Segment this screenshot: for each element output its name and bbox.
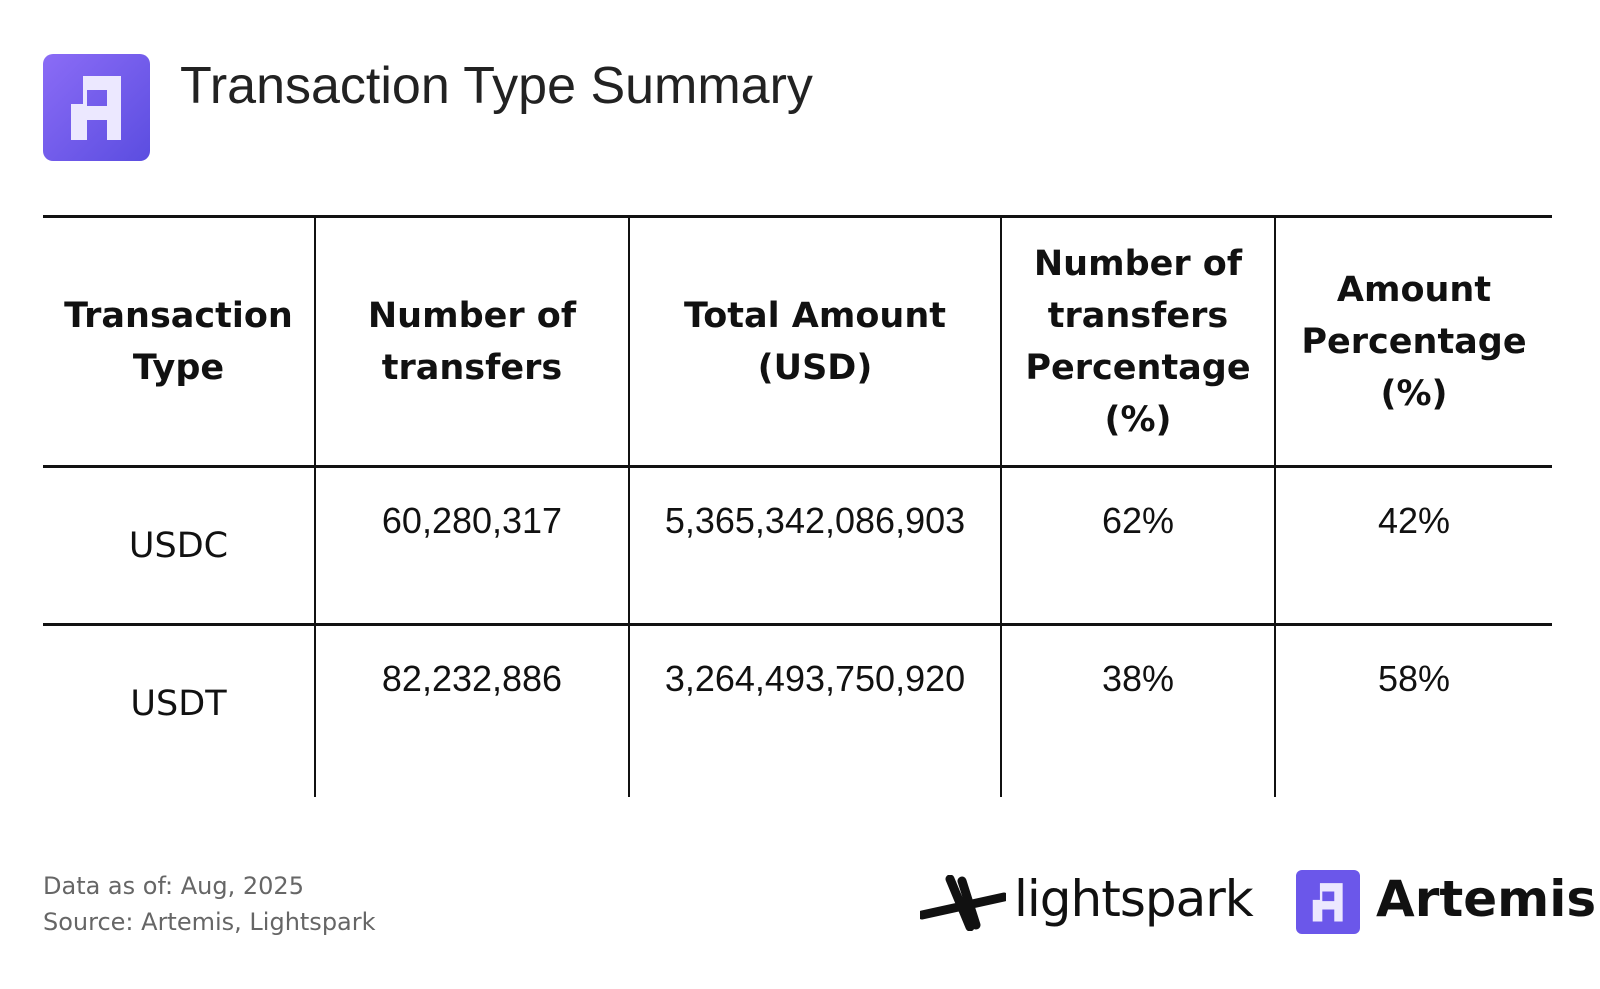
cell: 58% (1274, 624, 1552, 797)
lightspark-brand: lightspark (1014, 870, 1254, 928)
cell: 38% (1000, 624, 1276, 797)
cell: USDT (43, 624, 316, 797)
header-cell: Number of transfers Percentage (%) (1000, 216, 1276, 467)
cell: 60,280,317 (314, 466, 630, 625)
row: USDT 82,232,886 3,264,493,750,920 38% 58… (43, 624, 1552, 797)
artemis-logo (43, 54, 150, 161)
cell: 3,264,493,750,920 (628, 624, 1002, 797)
lightspark-mark (920, 875, 1006, 931)
cell: USDC (43, 466, 316, 625)
row: USDC 60,280,317 5,365,342,086,903 62% 42… (43, 466, 1552, 625)
artemis-brand: Artemis (1376, 870, 1597, 928)
cell: 5,365,342,086,903 (628, 466, 1002, 625)
artemis-small-logo (1296, 870, 1360, 934)
title: Transaction Type Summary (180, 57, 813, 115)
summary-table: Transaction Type Number of transfers Tot… (43, 215, 1552, 797)
cell: 42% (1274, 466, 1552, 625)
header-cell: Total Amount (USD) (628, 216, 1002, 467)
date-note: Data as of: Aug, 2025 (43, 872, 304, 900)
source-note: Source: Artemis, Lightspark (43, 908, 376, 936)
cell: 62% (1000, 466, 1276, 625)
header-cell: Transaction Type (43, 216, 316, 467)
header-row: Transaction Type Number of transfers Tot… (43, 216, 1552, 467)
cell: 82,232,886 (314, 624, 630, 797)
header-cell: Number of transfers (314, 216, 630, 467)
footer-notes: Data as of: Aug, 2025 Source: Artemis, L… (43, 868, 376, 940)
header-cell: Amount Percentage (%) (1274, 216, 1552, 467)
